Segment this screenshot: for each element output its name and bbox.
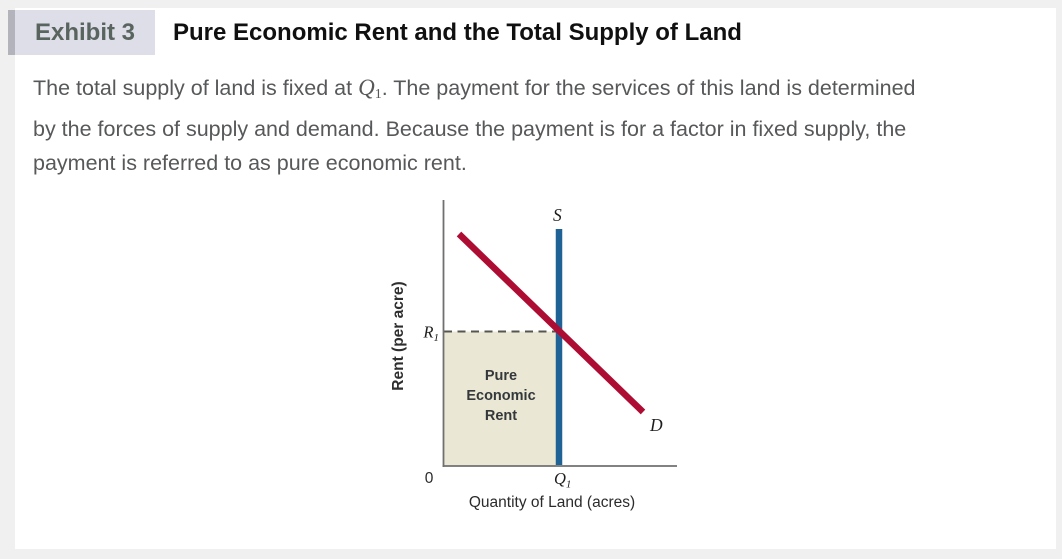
y-axis-title: Rent (per acre) (390, 281, 407, 390)
caption-line1-after: . The payment for the services of this l… (381, 76, 916, 100)
supply-curve-label: S (553, 205, 562, 225)
q1-base: Q (358, 75, 375, 100)
region-label-line1: Pure (485, 368, 517, 384)
chart-figure: S D R1 0 Q1 Pure Economic Rent Quantity … (380, 190, 720, 520)
pure-economic-rent-region (443, 331, 559, 467)
page-title: Pure Economic Rent and the Total Supply … (173, 10, 742, 55)
region-label-line3: Rent (485, 408, 517, 424)
q1-tick-label: Q1 (554, 469, 571, 491)
r1-tick-base: R (422, 323, 433, 342)
chart-canvas: S D R1 0 Q1 Pure Economic Rent Quantity … (390, 200, 677, 511)
page-title-text: Pure Economic Rent and the Total Supply … (173, 18, 742, 46)
demand-curve-label: D (649, 415, 663, 435)
origin-tick-label: 0 (425, 470, 434, 487)
exhibit-badge-label: Exhibit 3 (34, 18, 136, 46)
r1-tick-label: R1 (422, 323, 439, 345)
q1-tick-base: Q (554, 469, 566, 488)
demand-curve (456, 231, 646, 415)
r1-tick-subscript: 1 (434, 332, 440, 344)
x-axis-title: Quantity of Land (acres) (469, 494, 635, 511)
caption-line1-before: The total supply of land is fixed at (33, 76, 359, 100)
caption-paragraph: The total supply of land is fixed at Q1.… (33, 71, 1038, 180)
q1-math-symbol: Q1 (358, 75, 382, 102)
caption-line-2: by the forces of supply and demand. Beca… (33, 117, 907, 141)
caption-line-1: The total supply of land is fixed at Q1.… (33, 71, 1038, 112)
exhibit-accent-strip (8, 10, 15, 55)
q1-tick-subscript: 1 (566, 479, 572, 491)
q1-subscript: 1 (374, 87, 382, 102)
region-label-line2: Economic (466, 388, 535, 404)
exhibit-badge: Exhibit 3 (15, 10, 155, 55)
caption-line-3: payment is referred to as pure economic … (33, 151, 467, 175)
